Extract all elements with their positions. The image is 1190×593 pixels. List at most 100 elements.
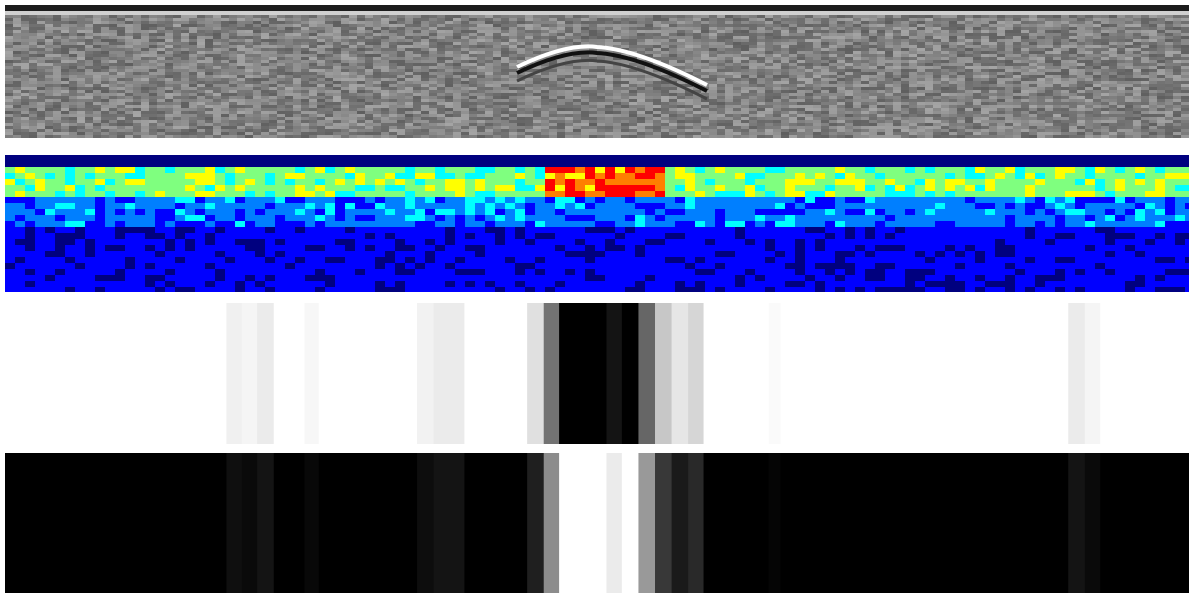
radargram-cell xyxy=(773,57,781,60)
radargram-cell xyxy=(685,30,693,33)
radargram-cell xyxy=(5,36,13,39)
radargram-cell xyxy=(149,15,157,18)
radargram-cell xyxy=(421,66,429,69)
radargram-cell xyxy=(933,24,941,27)
radargram-cell xyxy=(845,84,853,87)
radargram-cell xyxy=(629,69,637,72)
radargram-cell xyxy=(309,21,317,24)
radargram-cell xyxy=(1181,36,1189,39)
radargram-cell xyxy=(309,102,317,105)
radargram-cell xyxy=(749,93,757,96)
radargram-cell xyxy=(549,27,557,30)
radargram-cell xyxy=(21,60,29,63)
radargram-cell xyxy=(109,81,117,84)
radargram-cell xyxy=(805,24,813,27)
radargram-cell xyxy=(405,90,413,93)
radargram-cell xyxy=(1037,102,1045,105)
radargram-cell xyxy=(341,57,349,60)
radargram-cell xyxy=(197,84,205,87)
radargram-cell xyxy=(429,90,437,93)
radargram-cell xyxy=(373,15,381,18)
radargram-cell xyxy=(133,48,141,51)
radargram-cell xyxy=(165,36,173,39)
radargram-cell xyxy=(37,54,45,57)
radargram-cell xyxy=(997,108,1005,111)
radargram-cell xyxy=(781,42,789,45)
radargram-cell xyxy=(837,78,845,81)
radargram-cell xyxy=(29,36,37,39)
radargram-cell xyxy=(389,57,397,60)
radargram-cell xyxy=(693,96,701,99)
radargram-cell xyxy=(1045,93,1053,96)
radargram-cell xyxy=(205,45,213,48)
radargram-cell xyxy=(373,81,381,84)
radargram-cell xyxy=(789,45,797,48)
radargram-cell xyxy=(1061,15,1069,18)
radargram-cell xyxy=(69,63,77,66)
radargram-cell xyxy=(1029,39,1037,42)
radargram-cell xyxy=(77,99,85,102)
radargram-cell xyxy=(573,72,581,75)
radargram-cell xyxy=(357,21,365,24)
radargram-cell xyxy=(557,18,565,21)
radargram-cell xyxy=(957,111,965,114)
radargram-cell xyxy=(789,54,797,57)
radargram-cell xyxy=(869,108,877,111)
radargram-cell xyxy=(85,21,93,24)
radargram-cell xyxy=(1069,42,1077,45)
radargram-cell xyxy=(413,78,421,81)
radargram-cell xyxy=(37,30,45,33)
radargram-cell xyxy=(797,21,805,24)
radargram-cell xyxy=(93,84,101,87)
radargram-cell xyxy=(565,69,573,72)
radargram-cell xyxy=(885,87,893,90)
radargram-cell xyxy=(157,60,165,63)
radargram-cell xyxy=(509,114,517,117)
radargram-cell xyxy=(997,30,1005,33)
radargram-cell xyxy=(997,24,1005,27)
radargram-cell xyxy=(1021,108,1029,111)
radargram-cell xyxy=(701,60,709,63)
radargram-cell xyxy=(37,102,45,105)
radargram-cell xyxy=(661,33,669,36)
radargram-cell xyxy=(445,96,453,99)
radargram-cell xyxy=(1149,21,1157,24)
radargram-cell xyxy=(349,48,357,51)
radargram-cell xyxy=(973,81,981,84)
radargram-cell xyxy=(213,48,221,51)
radargram-cell xyxy=(1101,105,1109,108)
radargram-cell xyxy=(93,45,101,48)
radargram-cell xyxy=(109,57,117,60)
radargram-cell xyxy=(837,81,845,84)
radargram-cell xyxy=(1005,48,1013,51)
radargram-cell xyxy=(1181,99,1189,102)
radargram-cell xyxy=(469,114,477,117)
radargram-cell xyxy=(677,90,685,93)
radargram-cell xyxy=(621,72,629,75)
radargram-cell xyxy=(589,36,597,39)
radargram-cell xyxy=(533,51,541,54)
radargram-cell xyxy=(485,27,493,30)
radargram-cell xyxy=(141,84,149,87)
radargram-cell xyxy=(509,84,517,87)
radargram-cell xyxy=(789,15,797,18)
radargram-cell xyxy=(157,84,165,87)
radargram-cell xyxy=(605,96,613,99)
radargram-cell xyxy=(69,54,77,57)
radargram-cell xyxy=(1093,111,1101,114)
radargram-cell xyxy=(125,111,133,114)
radargram-cell xyxy=(717,42,725,45)
radargram-cell xyxy=(525,57,533,60)
radargram-cell xyxy=(605,81,613,84)
radargram-cell xyxy=(765,63,773,66)
radargram-cell xyxy=(173,60,181,63)
radargram-cell xyxy=(1117,69,1125,72)
radargram-cell xyxy=(373,48,381,51)
radargram-cell xyxy=(1181,102,1189,105)
radargram-cell xyxy=(1077,84,1085,87)
radargram-cell xyxy=(61,63,69,66)
radargram-cell xyxy=(261,39,269,42)
radargram-cell xyxy=(245,57,253,60)
radargram-cell xyxy=(1133,66,1141,69)
radargram-cell xyxy=(597,102,605,105)
